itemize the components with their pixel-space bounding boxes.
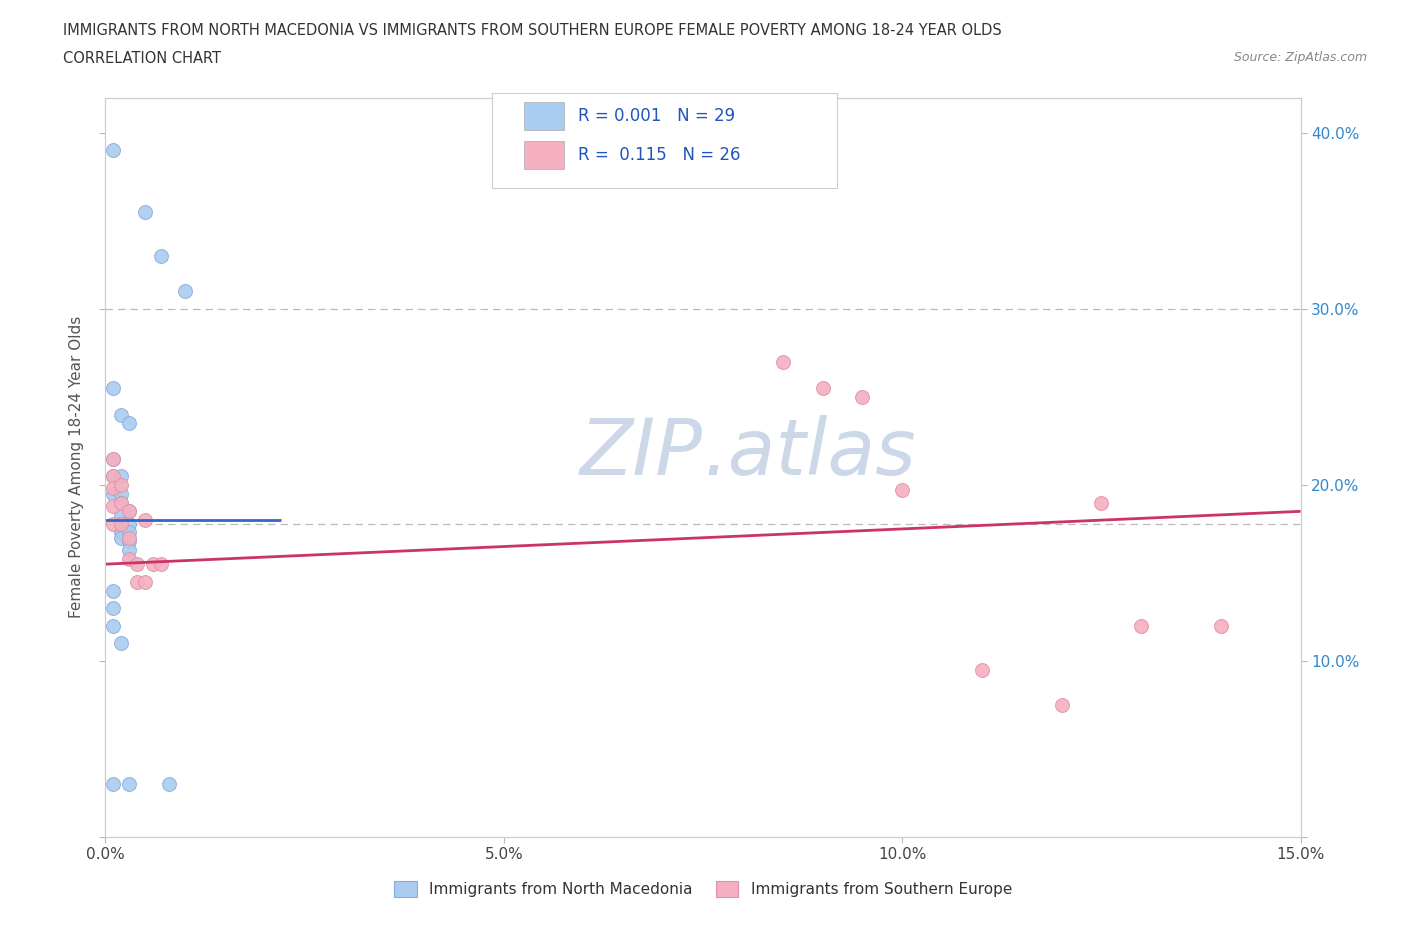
Point [110, 516, 132, 531]
Point [1050, 698, 1073, 712]
Point [103, 486, 125, 501]
Point [110, 508, 132, 523]
Text: ZIP: ZIP [581, 415, 703, 490]
Point [772, 354, 794, 369]
Point [118, 542, 141, 557]
Point [118, 516, 141, 531]
Point [150, 248, 173, 263]
Point [134, 205, 156, 219]
Point [103, 601, 125, 616]
Point [110, 486, 132, 501]
Point [811, 380, 834, 395]
Point [118, 504, 141, 519]
Point [103, 451, 125, 466]
Point [110, 530, 132, 545]
Point [103, 498, 125, 513]
Point [110, 495, 132, 510]
Point [110, 516, 132, 531]
Point [118, 551, 141, 566]
Point [118, 534, 141, 549]
Point [118, 530, 141, 545]
Text: IMMIGRANTS FROM NORTH MACEDONIA VS IMMIGRANTS FROM SOUTHERN EUROPE FEMALE POVERT: IMMIGRANTS FROM NORTH MACEDONIA VS IMMIG… [63, 23, 1002, 38]
Point [142, 557, 165, 572]
Point [118, 416, 141, 431]
Point [103, 451, 125, 466]
Legend: Immigrants from North Macedonia, Immigrants from Southern Europe: Immigrants from North Macedonia, Immigra… [388, 875, 1018, 904]
Point [118, 777, 141, 791]
Text: R =  0.115   N = 26: R = 0.115 N = 26 [578, 146, 741, 165]
Text: CORRELATION CHART: CORRELATION CHART [63, 51, 221, 66]
Text: .atlas: .atlas [703, 415, 915, 490]
Point [118, 525, 141, 540]
Point [118, 504, 141, 519]
Point [134, 575, 156, 590]
Point [174, 284, 197, 299]
Point [150, 557, 173, 572]
Point [103, 777, 125, 791]
Point [110, 636, 132, 651]
Point [110, 495, 132, 510]
Point [103, 618, 125, 633]
Point [127, 575, 149, 590]
Point [103, 143, 125, 158]
Point [110, 525, 132, 540]
Point [1130, 618, 1153, 633]
Point [110, 469, 132, 484]
Point [157, 777, 180, 791]
Point [851, 390, 873, 405]
Point [134, 512, 156, 527]
Point [127, 557, 149, 572]
Y-axis label: Female Poverty Among 18-24 Year Olds: Female Poverty Among 18-24 Year Olds [69, 316, 84, 618]
Point [103, 380, 125, 395]
Point [1209, 618, 1232, 633]
Point [103, 516, 125, 531]
Point [103, 469, 125, 484]
Text: R = 0.001   N = 29: R = 0.001 N = 29 [578, 107, 735, 126]
Text: Source: ZipAtlas.com: Source: ZipAtlas.com [1233, 51, 1367, 64]
Point [1090, 495, 1112, 510]
Point [103, 583, 125, 598]
Point [110, 407, 132, 422]
Point [103, 469, 125, 484]
Point [103, 481, 125, 496]
Point [110, 477, 132, 492]
Point [891, 483, 914, 498]
Point [970, 662, 993, 677]
